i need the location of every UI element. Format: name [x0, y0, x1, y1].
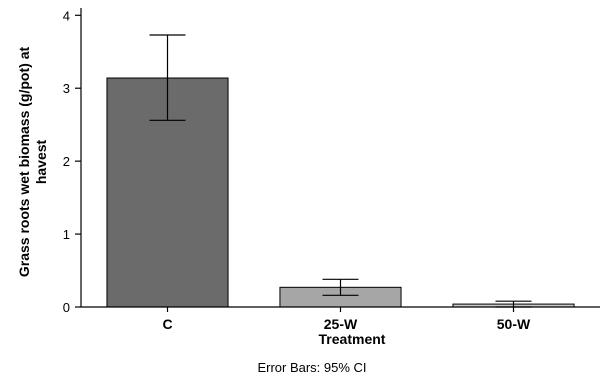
error-bars-footnote: Error Bars: 95% CI	[257, 360, 366, 375]
y-axis-title: Grass roots wet biomass (g/pot) at haves…	[16, 47, 49, 278]
y-tick-label: 2	[63, 154, 70, 169]
y-tick-label: 0	[63, 300, 70, 315]
y-tick-label: 1	[63, 227, 70, 242]
y-axis-title-line-2: havest	[33, 139, 49, 184]
bars-group	[106, 77, 575, 308]
x-tick-label: 50-W	[497, 316, 531, 332]
y-tick-label: 3	[63, 81, 70, 96]
y-tick-label: 4	[63, 8, 70, 23]
x-tick-label: 25-W	[324, 316, 358, 332]
x-tick-label: C	[162, 316, 172, 332]
y-axis: 0 1 2 3 4	[63, 8, 82, 315]
error-bar-25-w	[322, 278, 359, 296]
x-axis: C 25-W 50-W	[81, 306, 600, 332]
error-bar-c	[149, 34, 186, 121]
x-axis-title: Treatment	[319, 331, 386, 347]
y-axis-title-line-1: Grass roots wet biomass (g/pot) at	[16, 47, 32, 278]
